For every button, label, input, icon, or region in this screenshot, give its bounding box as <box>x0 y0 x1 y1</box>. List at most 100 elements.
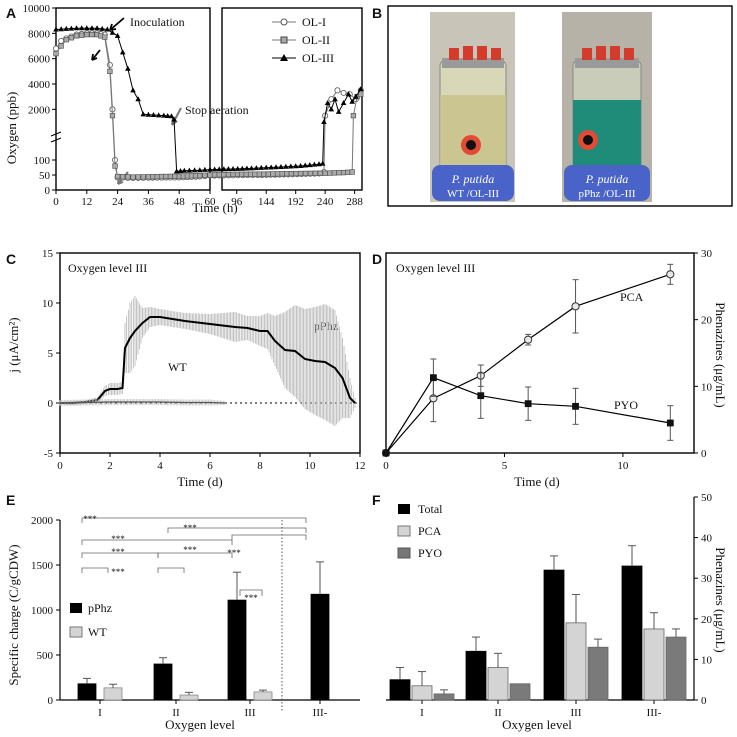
bar-wt-iii <box>253 691 273 701</box>
panel-a-axis-break <box>50 131 62 137</box>
data-point-ol-iii <box>177 168 184 174</box>
data-point-ol-iii <box>155 112 162 118</box>
data-point-ol-ii <box>140 174 146 180</box>
panel-f-xtick-label: II <box>494 707 502 719</box>
legend-marker-ol-iii <box>280 54 288 61</box>
panel-a-xtick-label: 0 <box>53 196 59 208</box>
data-point-ol-ii <box>221 171 227 178</box>
legend-swatch-pyo <box>397 547 411 559</box>
data-point-ol-iii <box>258 164 265 170</box>
bar-wt-ii <box>179 694 199 701</box>
bar-total-ii <box>465 650 487 701</box>
panel-letter-c: C <box>6 251 16 267</box>
data-point-ol-ii <box>293 170 299 177</box>
significance-bracket <box>81 539 233 545</box>
panel-a-axis-break <box>50 137 62 143</box>
panel-a-ytick-label: 6000 <box>28 54 51 66</box>
panel-a-ytick-label: 0 <box>45 185 51 197</box>
bar-pca-ii <box>487 667 509 701</box>
panel-c-xtick-label: 0 <box>57 460 63 472</box>
panel-a-oxygen-chart: Oxygen (ppb) Time (h) OL-I OL-II OL-III … <box>4 3 364 215</box>
photo-wt-cap-3 <box>477 46 487 60</box>
legend-label-pphz: pPhz <box>88 601 112 615</box>
photo-wt-cap-1 <box>449 48 459 60</box>
significance-bracket <box>81 567 109 573</box>
data-point-ol-iii <box>287 163 294 169</box>
data-point-ol-ii <box>73 33 80 39</box>
data-point-ol-iii <box>234 165 241 171</box>
inoculation-arrow-1 <box>109 17 125 31</box>
panel-a-ytick-label: 100 <box>34 155 51 167</box>
bar-pphz-i <box>77 683 97 701</box>
photo-pphz-cap-4 <box>624 48 634 60</box>
data-point-ol-ii <box>336 170 342 176</box>
panel-a-xtick-label: 192 <box>287 196 304 208</box>
data-point-ol-iii <box>68 25 75 31</box>
panel-d-xtick-label: 10 <box>617 460 629 472</box>
legend-label-ol-iii: OL-III <box>302 51 334 65</box>
data-point-ol-iii <box>109 29 116 35</box>
data-point-ol-iii <box>353 93 359 99</box>
panel-a-xtick-label: 24 <box>112 196 124 208</box>
series-line-ol-iii <box>55 27 362 172</box>
data-point-ol-ii <box>68 35 75 41</box>
data-point-ol-iii <box>130 87 136 93</box>
bar-wt-i <box>103 687 123 701</box>
panel-d-phenazine-chart: Oxygen level III Phenazines (μg/mL) Time… <box>381 248 728 489</box>
data-point-ol-iii <box>357 86 364 92</box>
bar-pphz-iii <box>227 599 247 701</box>
photo-wt-species: P. putida <box>451 172 494 186</box>
data-point-ol-iii <box>328 106 335 112</box>
data-point-ol-iii <box>63 25 70 31</box>
panel-a-legend: OL-I OL-II OL-III <box>272 15 334 65</box>
data-point-ol-iii <box>84 25 90 31</box>
data-point-ol-i <box>334 87 341 94</box>
data-point-ol-ii <box>234 171 241 178</box>
data-point-ol-ii <box>109 113 116 119</box>
data-point-ol-ii <box>312 170 318 176</box>
panel-a-frame-left <box>55 7 211 191</box>
panel-a-xtick-label: 60 <box>205 196 217 208</box>
panel-a-ytick-label: 10000 <box>23 3 51 15</box>
data-point-ol-ii <box>230 171 236 178</box>
panel-a-xtick-label: 12 <box>81 196 92 208</box>
panel-a-xtick-label: 96 <box>231 196 243 208</box>
panel-a-xtick-label: 240 <box>317 196 334 208</box>
legend-label-ol-ii: OL-II <box>302 33 330 47</box>
data-point-ol-ii <box>112 163 118 169</box>
data-point-ol-ii <box>284 171 290 177</box>
panel-a-ytick-label: 2000 <box>28 104 51 116</box>
legend-label-pyo: PYO <box>418 546 442 560</box>
photo-wt-cap-4 <box>491 48 501 60</box>
data-point-ol-iii <box>186 167 193 173</box>
data-point-ol-ii <box>317 170 323 176</box>
panel-c-ytick-label: 5 <box>48 348 54 360</box>
data-point-pca <box>571 302 580 311</box>
data-point-ol-iii <box>292 163 299 169</box>
data-point-ol-iii <box>196 167 203 173</box>
data-point-ol-iii <box>168 113 175 119</box>
panel-c-xlabel: Time (d) <box>177 474 222 489</box>
data-point-ol-iii <box>253 165 260 171</box>
stop-aeration-arrow <box>171 107 182 126</box>
panel-a-xtick-label: 288 <box>346 196 363 208</box>
significance-stars: *** <box>111 567 125 577</box>
data-point-ol-iii <box>89 25 95 31</box>
series-label-wt: WT <box>168 360 187 374</box>
panel-e-ytick-label: 2000 <box>31 515 54 527</box>
legend-label-ol-i: OL-I <box>302 15 326 29</box>
photo-pphz-cap-2 <box>596 46 606 60</box>
significance-stars: *** <box>183 523 197 533</box>
panel-a-frame-right <box>221 7 363 191</box>
panel-c-title: Oxygen level III <box>68 261 147 275</box>
panel-letter-a: A <box>6 5 16 21</box>
data-point-ol-ii <box>202 172 208 178</box>
data-point-pyo <box>524 400 532 408</box>
panel-a-ytick-label: 8000 <box>28 28 51 40</box>
panel-d-ytick-label: 0 <box>701 448 707 460</box>
data-point-ol-ii <box>279 171 285 177</box>
series-label-pyo: PYO <box>614 398 638 412</box>
significance-bracket <box>81 517 307 523</box>
data-point-ol-iii <box>273 164 279 170</box>
inoculation-arrow-2 <box>91 49 101 61</box>
